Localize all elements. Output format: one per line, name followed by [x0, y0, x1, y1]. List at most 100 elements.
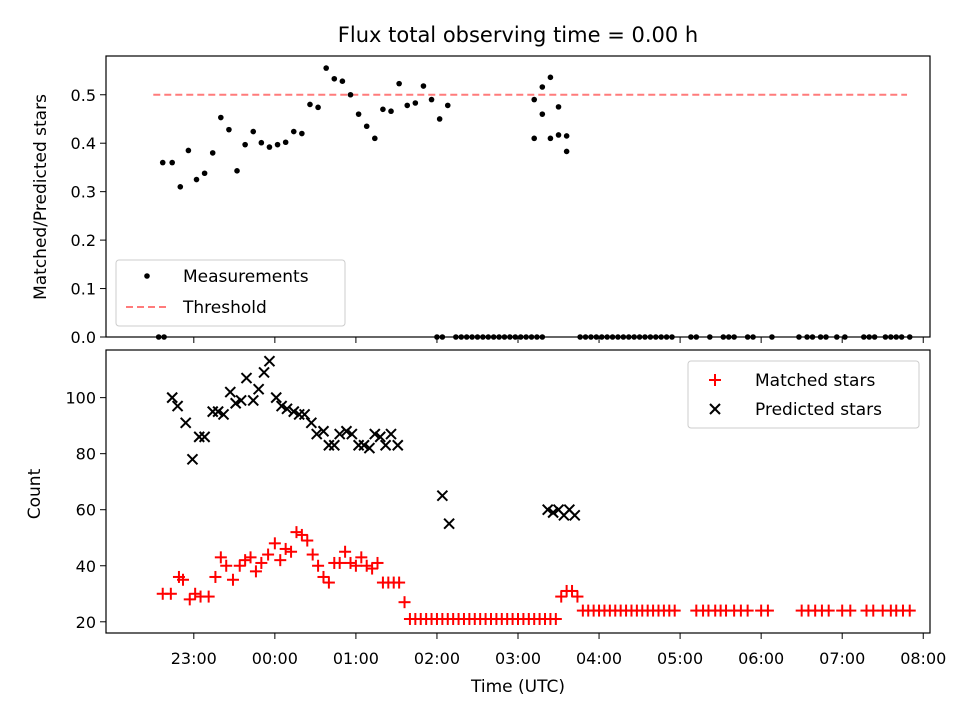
- predicted-point: [385, 428, 397, 440]
- matched-point: [822, 604, 835, 617]
- predicted-point: [298, 408, 311, 421]
- cross-b: [542, 504, 554, 516]
- cross-b: [443, 518, 455, 530]
- predicted-point: [166, 391, 178, 404]
- matched-point: [239, 554, 252, 567]
- upper-panel: 0.0 0.1 0.2 0.3 0.4 0.5: [71, 65, 924, 347]
- cross-b: [569, 509, 581, 522]
- cross-b: [288, 405, 300, 418]
- lower-legend-frame: [687, 360, 920, 429]
- measurement-point: [185, 147, 192, 154]
- predicted-point: [346, 428, 358, 440]
- measurement-point: [547, 74, 554, 81]
- matched-point: [301, 534, 314, 547]
- y-tick-label: 0.2: [71, 231, 96, 250]
- y-tick-label: 20: [76, 613, 96, 632]
- cross-b: [298, 408, 311, 421]
- x-tick-label: 23:00: [171, 649, 217, 668]
- cross-b: [317, 425, 330, 437]
- matched-point: [209, 570, 222, 583]
- matched-point: [668, 604, 681, 617]
- upper-legend-frame: [115, 259, 346, 327]
- measurement-point: [531, 135, 538, 142]
- y-tick-label: 0.3: [71, 183, 96, 202]
- matched-point: [268, 537, 281, 550]
- matched-point: [371, 556, 384, 569]
- y-tick-label: 40: [76, 557, 96, 576]
- matched-point: [903, 604, 916, 617]
- cross-b: [547, 506, 559, 519]
- predicted-point: [311, 428, 323, 440]
- measurement-point: [388, 108, 394, 115]
- predicted-point: [171, 400, 184, 412]
- x-tick-label: 04:00: [576, 649, 622, 668]
- measurement-point: [323, 65, 329, 71]
- measurement-point: [436, 116, 443, 122]
- measurement-point: [226, 126, 232, 133]
- measurement-point: [363, 123, 370, 130]
- legend-marker-predicted: [709, 403, 721, 415]
- predicted-point: [374, 431, 386, 443]
- matched-point: [360, 559, 373, 572]
- cross-b: [179, 417, 192, 429]
- measurement-point: [355, 111, 362, 117]
- chart-title: Flux total observing time = 0.00 h: [338, 23, 698, 47]
- predicted-point: [229, 397, 242, 409]
- x-tick-label: 03:00: [495, 649, 541, 668]
- measurement-point: [555, 104, 562, 110]
- matched-point: [164, 587, 177, 600]
- cross-b: [235, 394, 247, 407]
- cross-b: [333, 428, 346, 440]
- cross-b: [363, 442, 376, 454]
- matched-point: [189, 587, 202, 600]
- predicted-point: [252, 383, 265, 395]
- x-tick-label: 07:00: [819, 649, 865, 668]
- measurement-point: [563, 148, 570, 155]
- measurement-point: [201, 170, 208, 177]
- predicted-point: [443, 518, 455, 530]
- matched-point: [317, 570, 330, 583]
- measurement-point: [307, 101, 313, 108]
- predicted-point: [363, 442, 376, 454]
- predicted-point: [263, 355, 276, 367]
- predicted-point: [369, 428, 381, 440]
- measurement-point: [428, 96, 435, 103]
- cross-b: [563, 504, 576, 516]
- predicted-point: [305, 417, 318, 429]
- matched-point: [274, 554, 287, 567]
- matched-point: [344, 556, 357, 569]
- matched-point: [285, 545, 298, 558]
- measurement-point: [547, 135, 554, 142]
- predicted-point: [247, 394, 259, 407]
- measurement-point: [159, 159, 166, 166]
- measurement-point: [404, 102, 411, 109]
- cross-b: [436, 489, 449, 502]
- predicted-point: [323, 439, 335, 451]
- matched-point: [244, 551, 257, 564]
- predicted-point: [333, 428, 346, 440]
- lower-axes-frame: [105, 349, 931, 634]
- y-tick-label: 100: [65, 389, 96, 408]
- measurement-point: [531, 96, 538, 103]
- matched-point: [566, 584, 579, 597]
- measurement-point: [339, 78, 346, 84]
- cross-b: [358, 439, 370, 451]
- predicted-point: [179, 417, 192, 429]
- predicted-point: [235, 394, 247, 407]
- measurement-point: [218, 114, 224, 121]
- matched-point: [176, 573, 189, 586]
- legend-label-predicted: Predicted stars: [755, 400, 882, 420]
- predicted-point: [358, 439, 370, 451]
- matched-point: [290, 526, 303, 539]
- measurement-point: [539, 111, 546, 117]
- predicted-point: [270, 391, 282, 404]
- predicted-point: [217, 408, 230, 421]
- cross-b: [212, 405, 224, 418]
- cross-b: [171, 400, 184, 412]
- measurement-point: [169, 159, 175, 166]
- measurement-point: [282, 139, 289, 146]
- cross-b: [379, 439, 392, 451]
- cross-b: [305, 417, 318, 429]
- upper-axes-frame: [105, 55, 931, 338]
